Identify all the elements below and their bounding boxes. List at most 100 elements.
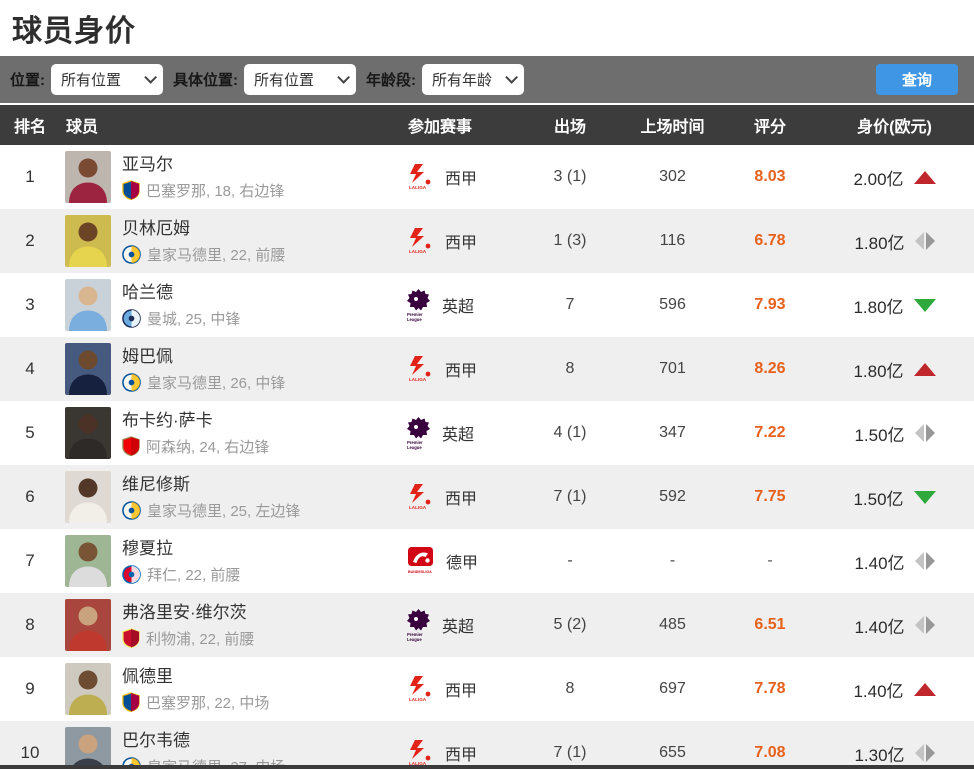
specific-position-filter-select[interactable]: 所有位置 [244,64,356,95]
value-cell: 1.40亿 [815,549,974,574]
player-name[interactable]: 弗洛里安·维尔茨 [122,602,247,622]
player-avatar[interactable] [65,535,111,587]
player-name[interactable]: 姆巴佩 [122,346,173,366]
player-cell: 贝林厄姆 皇家马德里, 22, 前腰 [60,215,390,267]
header-rating: 评分 [753,119,786,136]
age-filter-select[interactable]: 所有年龄 [422,64,524,95]
position-filter-label: 位置: [10,72,45,89]
rank-cell: 7 [25,551,35,570]
player-name[interactable]: 亚马尔 [122,154,173,174]
search-button[interactable]: 查询 [876,64,958,95]
table-row[interactable]: 6 维尼修斯 皇家马德里, 25, 左边锋 LALIGA 西甲 7 (1) 59 [0,465,974,529]
table-row[interactable]: 1 亚马尔 巴塞罗那, 18, 右边锋 LALIGA 西甲 3 (1) 302 … [0,145,974,209]
svg-text:LALIGA: LALIGA [409,761,427,766]
svg-text:LALIGA: LALIGA [409,505,427,510]
player-club-info: 皇家马德里, 26, 中锋 [147,374,286,392]
player-cell: 弗洛里安·维尔茨 利物浦, 22, 前腰 [60,599,390,651]
player-cell: 哈兰德 曼城, 25, 中锋 [60,279,390,331]
appearances-cell: - [567,552,573,569]
player-name[interactable]: 哈兰德 [122,282,173,302]
competition-cell: LALIGA 西甲 [390,354,520,384]
rank-cell: 5 [25,423,35,442]
header-value: 身价(欧元) [857,119,932,136]
player-club-info: 曼城, 25, 中锋 [147,310,241,328]
player-name[interactable]: 维尼修斯 [122,474,190,494]
appearances-cell: 7 (1) [553,488,587,505]
laliga-logo-icon: LALIGA [409,228,431,254]
club-crest-icon [122,308,141,328]
table-row[interactable]: 4 姆巴佩 皇家马德里, 26, 中锋 LALIGA 西甲 8 701 [0,337,974,401]
player-avatar[interactable] [65,599,111,651]
age-filter-label: 年龄段: [366,72,416,89]
player-club-line: 皇家马德里, 22, 前腰 [122,244,285,265]
trend-up-icon [913,682,936,696]
league-name: 西甲 [445,363,478,380]
page-title: 球员身价 [12,15,136,48]
market-value: 2.00亿 [853,169,904,189]
specific-position-filter-value: 所有位置 [254,72,315,89]
minutes-cell: 116 [659,232,686,249]
player-avatar[interactable] [65,663,111,715]
table-header-row: 排名 球员 参加赛事 出场 上场时间 评分 身价(欧元) [0,105,974,145]
player-avatar[interactable] [65,343,111,395]
table-row[interactable]: 10 巴尔韦德 皇家马德里, 27, 中场 LALIGA 西甲 7 (1) 65 [0,721,974,769]
player-name[interactable]: 穆夏拉 [122,538,173,558]
trend-down-icon [913,490,936,504]
player-name[interactable]: 贝林厄姆 [122,218,190,238]
value-cell: 1.50亿 [815,421,974,446]
player-name[interactable]: 布卡约·萨卡 [122,410,213,430]
player-avatar[interactable] [65,215,111,267]
position-filter-select[interactable]: 所有位置 [51,64,163,95]
market-value: 1.50亿 [854,425,905,445]
svg-text:Premier: Premier [407,632,423,637]
competition-cell: LALIGA 西甲 [390,226,520,256]
rating-cell: 7.93 [754,296,786,313]
competition-cell: Premier League 英超 [390,608,520,642]
svg-text:LALIGA: LALIGA [409,249,427,254]
table-row[interactable]: 2 贝林厄姆 皇家马德里, 22, 前腰 LALIGA 西甲 1 (3) 116 [0,209,974,273]
market-value: 1.80亿 [853,361,904,381]
player-name[interactable]: 佩德里 [122,666,173,686]
player-club-info: 皇家马德里, 27, 中场 [147,758,286,769]
position-filter-value: 所有位置 [61,72,122,89]
table-row[interactable]: 7 穆夏拉 拜仁, 22, 前腰 BUNDESLIGA 德甲 - - - [0,529,974,593]
appearances-cell: 7 (1) [553,744,587,761]
trend-flat-icon [914,552,935,570]
rank-cell: 1 [25,167,35,186]
player-photo [65,151,111,203]
minutes-cell: 596 [659,296,686,313]
player-cell: 维尼修斯 皇家马德里, 25, 左边锋 [60,471,390,523]
table-row[interactable]: 8 弗洛里安·维尔茨 利物浦, 22, 前腰 Premier League 英超… [0,593,974,657]
player-avatar[interactable] [65,727,111,769]
header-rank: 排名 [13,119,46,136]
table-row[interactable]: 9 佩德里 巴塞罗那, 22, 中场 LALIGA 西甲 8 697 7.78 [0,657,974,721]
league-name: 西甲 [445,235,478,252]
svg-text:LALIGA: LALIGA [409,185,427,190]
player-avatar[interactable] [65,407,111,459]
player-avatar[interactable] [65,471,111,523]
club-crest-icon [122,180,140,200]
premier-league-logo-icon: Premier League [407,289,430,322]
table-row[interactable]: 5 布卡约·萨卡 阿森纳, 24, 右边锋 Premier League 英超 … [0,401,974,465]
player-club-info: 巴塞罗那, 18, 右边锋 [146,182,285,200]
club-crest-icon [122,628,140,648]
value-cell: 1.40亿 [815,677,974,702]
trend-down-icon [913,298,936,312]
market-value: 1.30亿 [854,745,905,765]
table-row[interactable]: 3 哈兰德 曼城, 25, 中锋 Premier League 英超 7 [0,273,974,337]
league-name: 英超 [442,427,475,444]
svg-text:League: League [407,637,422,642]
player-name[interactable]: 巴尔韦德 [122,730,190,750]
trend-up-icon [913,170,936,184]
bundesliga-logo-icon: BUNDESLIGA [408,547,433,574]
player-avatar[interactable] [65,279,111,331]
rating-cell: 7.75 [754,488,786,505]
player-club-info: 拜仁, 22, 前腰 [147,566,241,584]
laliga-logo-icon: LALIGA [409,356,431,382]
rating-cell: 6.78 [754,232,786,249]
club-crest-icon [122,500,141,520]
minutes-cell: 485 [659,616,686,633]
trend-flat-icon [914,232,935,250]
minutes-cell: 302 [659,168,686,185]
player-avatar[interactable] [65,151,111,203]
